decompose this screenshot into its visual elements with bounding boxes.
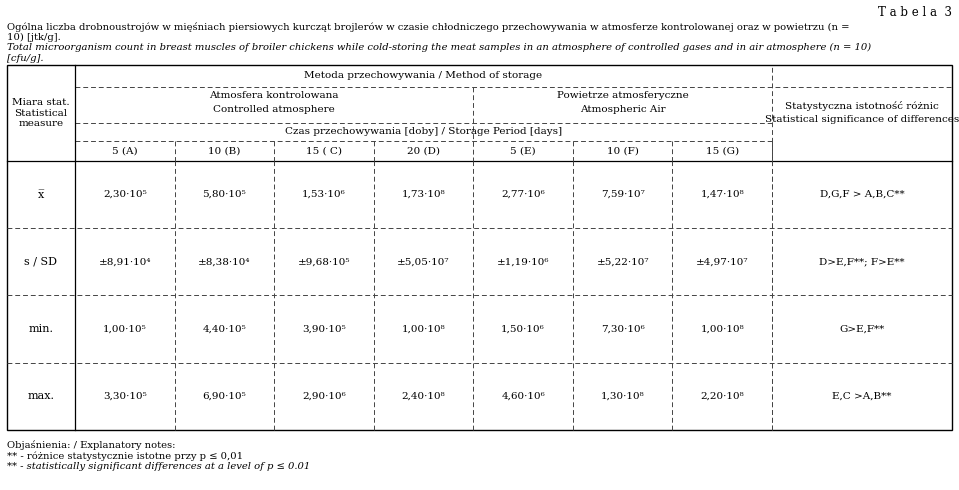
Text: G>E,F**: G>E,F** bbox=[839, 324, 884, 334]
Text: 1,73·10⁸: 1,73·10⁸ bbox=[402, 190, 445, 199]
Text: Objaśnienia: / Explanatory notes:: Objaśnienia: / Explanatory notes: bbox=[7, 440, 175, 450]
Text: min.: min. bbox=[29, 324, 54, 334]
Text: D,G,F > A,B,C**: D,G,F > A,B,C** bbox=[820, 190, 904, 199]
Text: ** - statistically significant differences at a level of p ≤ 0.01: ** - statistically significant differenc… bbox=[7, 462, 311, 471]
Text: x̅: x̅ bbox=[37, 190, 44, 199]
Text: 1,00·10⁵: 1,00·10⁵ bbox=[103, 324, 147, 334]
Text: 3,30·10⁵: 3,30·10⁵ bbox=[103, 392, 147, 401]
Text: 5,80·10⁵: 5,80·10⁵ bbox=[202, 190, 246, 199]
Text: 1,00·10⁸: 1,00·10⁸ bbox=[402, 324, 445, 334]
Text: max.: max. bbox=[28, 392, 55, 401]
Text: Statistical significance of differences: Statistical significance of differences bbox=[765, 116, 959, 124]
Text: 1,47·10⁸: 1,47·10⁸ bbox=[700, 190, 744, 199]
Text: measure: measure bbox=[18, 119, 63, 127]
Text: ±5,05·10⁷: ±5,05·10⁷ bbox=[397, 257, 450, 267]
Text: Total microorganism count in breast muscles of broiler chickens while cold-stori: Total microorganism count in breast musc… bbox=[7, 43, 871, 52]
Text: 7,59·10⁷: 7,59·10⁷ bbox=[600, 190, 644, 199]
Text: Atmospheric Air: Atmospheric Air bbox=[580, 105, 666, 115]
Text: 1,53·10⁶: 1,53·10⁶ bbox=[302, 190, 346, 199]
Text: ±8,38·10⁴: ±8,38·10⁴ bbox=[199, 257, 250, 267]
Text: 7,30·10⁶: 7,30·10⁶ bbox=[600, 324, 644, 334]
Text: 2,20·10⁸: 2,20·10⁸ bbox=[700, 392, 744, 401]
Text: 6,90·10⁵: 6,90·10⁵ bbox=[202, 392, 246, 401]
Text: 5 (A): 5 (A) bbox=[112, 147, 137, 155]
Text: Miara stat.: Miara stat. bbox=[12, 98, 70, 107]
Text: Controlled atmosphere: Controlled atmosphere bbox=[213, 105, 335, 115]
Text: 15 (G): 15 (G) bbox=[706, 147, 738, 155]
Text: s / SD: s / SD bbox=[25, 257, 58, 267]
Text: 3,90·10⁵: 3,90·10⁵ bbox=[302, 324, 346, 334]
Text: [cfu/g].: [cfu/g]. bbox=[7, 54, 43, 63]
Text: 2,90·10⁶: 2,90·10⁶ bbox=[302, 392, 346, 401]
Text: ** - różnice statystycznie istotne przy p ≤ 0,01: ** - różnice statystycznie istotne przy … bbox=[7, 451, 244, 461]
Text: ±8,91·10⁴: ±8,91·10⁴ bbox=[99, 257, 151, 267]
Text: ±4,97·10⁷: ±4,97·10⁷ bbox=[696, 257, 748, 267]
Text: Czas przechowywania [doby] / Storage Period [days]: Czas przechowywania [doby] / Storage Per… bbox=[285, 127, 562, 137]
Text: 15 ( C): 15 ( C) bbox=[306, 147, 342, 155]
Text: E,C >A,B**: E,C >A,B** bbox=[832, 392, 892, 401]
Text: 2,40·10⁸: 2,40·10⁸ bbox=[402, 392, 445, 401]
Text: 20 (D): 20 (D) bbox=[407, 147, 440, 155]
Text: Statystyczna istotność różnic: Statystyczna istotność różnic bbox=[785, 101, 939, 111]
Text: T a b e l a  3: T a b e l a 3 bbox=[878, 6, 952, 19]
Text: 4,60·10⁶: 4,60·10⁶ bbox=[502, 392, 545, 401]
Text: ±1,19·10⁶: ±1,19·10⁶ bbox=[497, 257, 550, 267]
Text: 2,30·10⁵: 2,30·10⁵ bbox=[103, 190, 147, 199]
Bar bbox=[7, 65, 952, 430]
Text: Powietrze atmosferyczne: Powietrze atmosferyczne bbox=[557, 92, 689, 100]
Text: 5 (E): 5 (E) bbox=[510, 147, 536, 155]
Text: ±5,22·10⁷: ±5,22·10⁷ bbox=[596, 257, 649, 267]
Text: 1,50·10⁶: 1,50·10⁶ bbox=[502, 324, 545, 334]
Text: Atmosfera kontrolowana: Atmosfera kontrolowana bbox=[209, 92, 339, 100]
Text: Metoda przechowywania / Method of storage: Metoda przechowywania / Method of storag… bbox=[304, 72, 543, 80]
Text: D>E,F**; F>E**: D>E,F**; F>E** bbox=[819, 257, 904, 267]
Text: 2,77·10⁶: 2,77·10⁶ bbox=[502, 190, 545, 199]
Text: 10) [jtk/g].: 10) [jtk/g]. bbox=[7, 33, 60, 42]
Text: Ogólna liczba drobnoustrojów w mięśniach piersiowych kurcząt brojlerów w czasie : Ogólna liczba drobnoustrojów w mięśniach… bbox=[7, 22, 850, 32]
Text: 10 (F): 10 (F) bbox=[607, 147, 639, 155]
Text: 1,00·10⁸: 1,00·10⁸ bbox=[700, 324, 744, 334]
Text: 4,40·10⁵: 4,40·10⁵ bbox=[202, 324, 246, 334]
Text: 1,30·10⁸: 1,30·10⁸ bbox=[600, 392, 644, 401]
Text: ±9,68·10⁵: ±9,68·10⁵ bbox=[297, 257, 350, 267]
Text: 10 (B): 10 (B) bbox=[208, 147, 241, 155]
Text: Statistical: Statistical bbox=[14, 108, 67, 118]
